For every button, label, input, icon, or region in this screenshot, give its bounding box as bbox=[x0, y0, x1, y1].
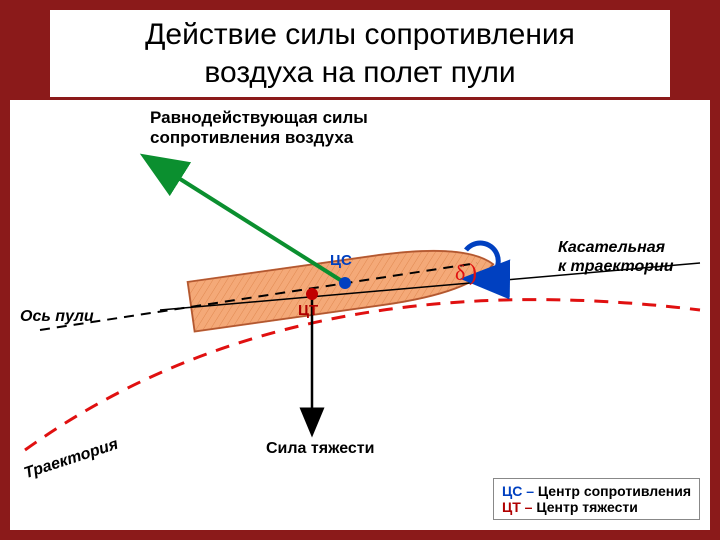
resistance-vector bbox=[150, 160, 345, 283]
slide-title: Действие силы сопротивления воздуха на п… bbox=[50, 10, 670, 97]
ct-label: ЦТ bbox=[298, 302, 318, 319]
axis-label: Ось пули bbox=[20, 308, 94, 326]
legend-cs-text: Центр сопротивления bbox=[538, 483, 691, 499]
diagram-canvas: δ ) Равнодействующая силы сопротивления … bbox=[10, 100, 710, 530]
legend-ct-text: Центр тяжести bbox=[536, 499, 638, 515]
delta-symbol: δ bbox=[455, 260, 465, 285]
gravity-label: Сила тяжести bbox=[266, 440, 374, 458]
legend-row-ct: ЦТ – Центр тяжести bbox=[502, 499, 691, 515]
ct-point bbox=[306, 288, 318, 300]
tangent-label: Касательная к траектории bbox=[558, 238, 674, 276]
legend-row-cs: ЦС – Центр сопротивления bbox=[502, 483, 691, 499]
legend-box: ЦС – Центр сопротивления ЦТ – Центр тяже… bbox=[493, 478, 700, 520]
cs-point bbox=[339, 277, 351, 289]
diagram-svg: δ ) bbox=[10, 100, 710, 530]
cs-label: ЦС bbox=[330, 252, 352, 269]
delta-paren: ) bbox=[469, 260, 477, 286]
trajectory-curve bbox=[25, 300, 700, 450]
legend-ct-prefix: ЦТ – bbox=[502, 499, 536, 515]
legend-cs-prefix: ЦС – bbox=[502, 483, 538, 499]
subtitle-label: Равнодействующая силы сопротивления возд… bbox=[150, 108, 368, 148]
